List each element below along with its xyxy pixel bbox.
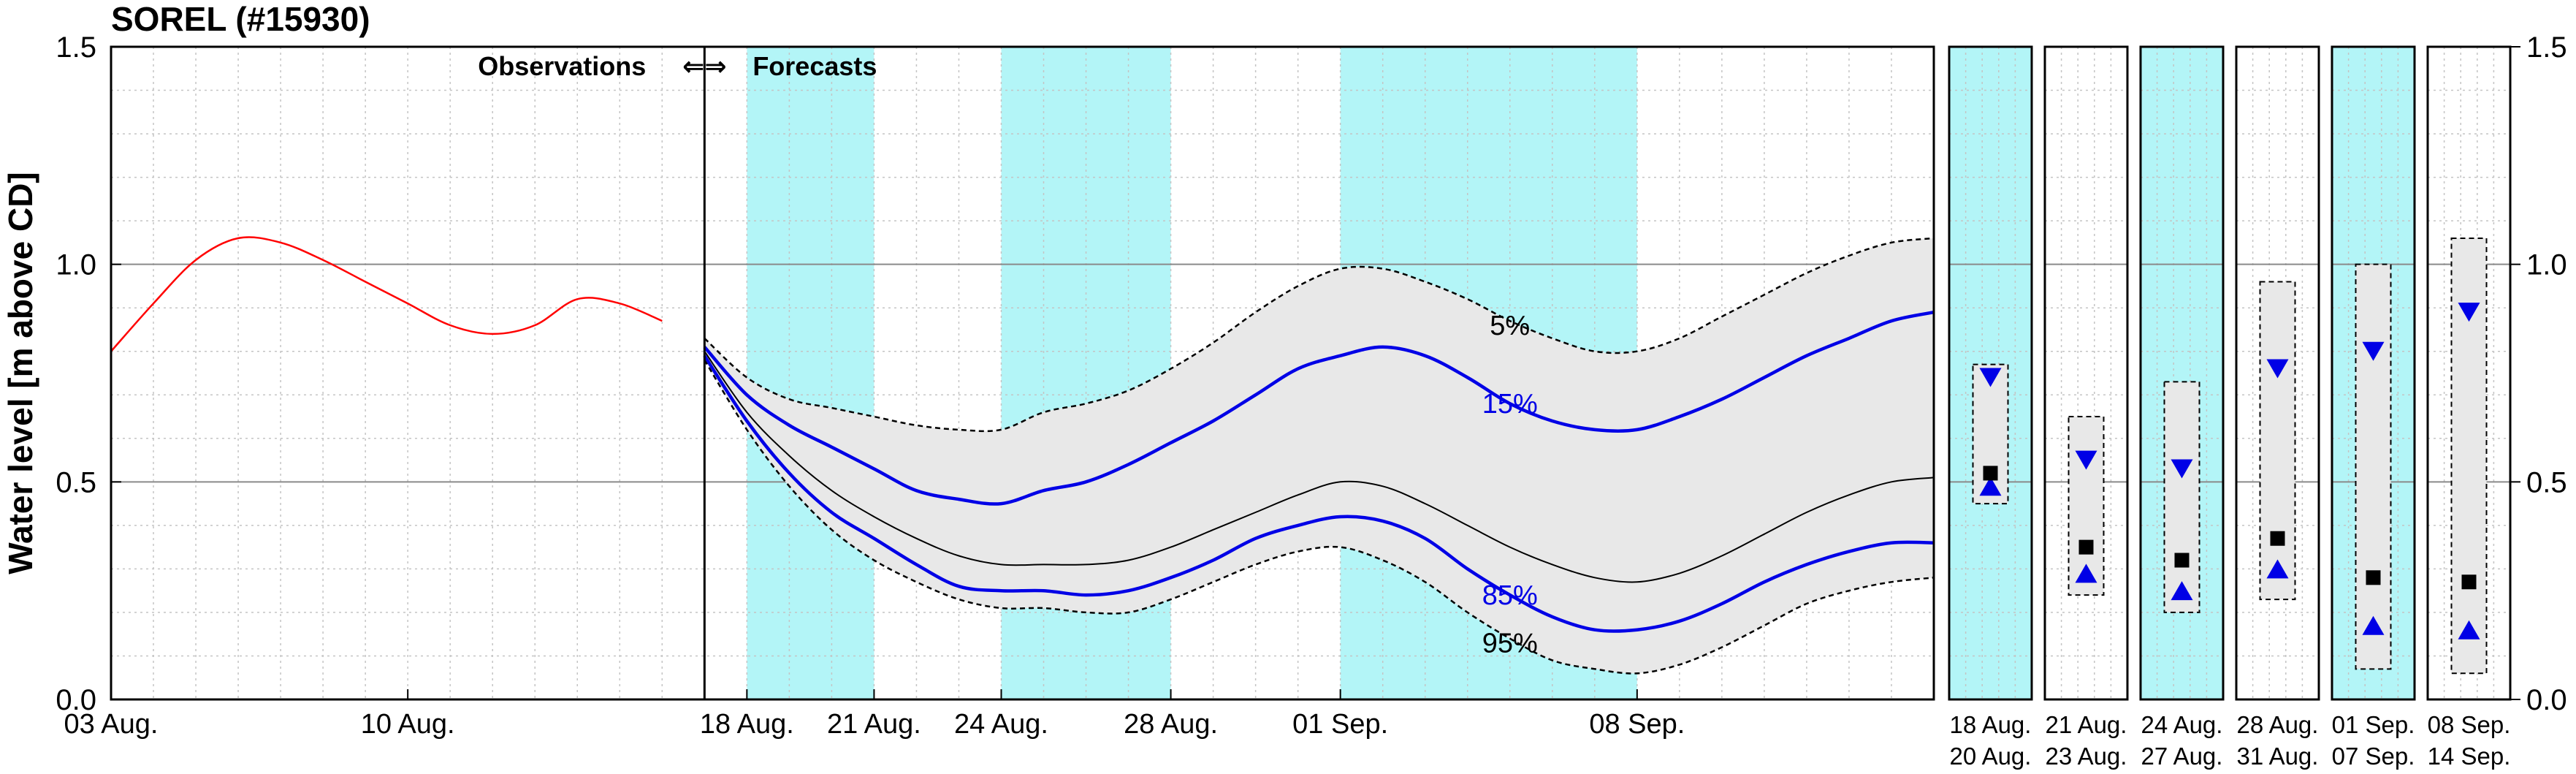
observations-label: Observations (478, 51, 646, 81)
panel-label-bottom: 20 Aug. (1950, 743, 2032, 770)
panel-border (2139, 45, 2225, 701)
summary-panel: 18 Aug. 20 Aug. (1948, 45, 2033, 770)
summary-panels: 18 Aug. 20 Aug. 21 Aug. 23 Aug. 24 Aug. 27 Au… (1948, 45, 2512, 770)
panel-label-top: 28 Aug. (2237, 711, 2319, 738)
series-line-5pct (704, 237, 1935, 433)
band-area (704, 238, 1934, 674)
curve-labels: 5% 15% 85% 95% (1482, 311, 1538, 659)
curve-label: 95% (1482, 629, 1538, 659)
plot-border (110, 45, 1935, 701)
plot-frame: Observations ⇐⇒ Forecasts (110, 45, 1935, 701)
panel-label-bottom: 31 Aug. (2237, 743, 2319, 770)
uncertainty-band (704, 238, 1934, 674)
panel-median-square (1983, 466, 1998, 481)
x-tick-label: 28 Aug. (1124, 709, 1218, 740)
x-tick-label: 08 Sep. (1589, 709, 1685, 740)
panel-up-triangle (2458, 620, 2480, 640)
panel-label-bottom: 07 Sep. (2332, 743, 2415, 770)
panel-label-top: 24 Aug. (2141, 711, 2223, 738)
panel-down-triangle (2075, 450, 2097, 470)
panel-up-triangle (2362, 615, 2385, 635)
panel-median-square (2366, 570, 2381, 585)
y-tick-label: 1.5 (56, 31, 96, 64)
series-line-85pct (703, 354, 1935, 633)
panel-range-box (2355, 263, 2392, 670)
right-y-tick-label: 0.0 (2526, 684, 2567, 716)
summary-panel: 28 Aug. 31 Aug. (2235, 45, 2320, 770)
panel-down-triangle (2266, 359, 2289, 379)
summary-panel: 24 Aug. 27 Aug. (2139, 45, 2225, 770)
x-tick-label: 03 Aug. (64, 709, 159, 740)
panel-border (2331, 45, 2416, 701)
panel-down-triangle (2458, 303, 2480, 322)
x-tick-label: 18 Aug. (700, 709, 794, 740)
panel-label-top: 21 Aug. (2046, 711, 2127, 738)
forecasts-label: Forecasts (752, 51, 877, 81)
axes: 0.0 0.5 1.0 1.5 Water level [m above CD] 03 A… (1, 31, 2567, 740)
right-y-tick-label: 0.5 (2526, 466, 2567, 498)
panel-down-triangle (1979, 368, 2002, 387)
panel-up-triangle (2075, 564, 2097, 583)
series-line-observed (110, 236, 663, 352)
curve-label: 85% (1482, 580, 1538, 611)
panel-label-top: 08 Sep. (2428, 711, 2511, 738)
summary-panel: 21 Aug. 23 Aug. (2043, 45, 2129, 770)
y-tick-label: 1.0 (56, 249, 96, 281)
panel-up-triangle (2266, 559, 2289, 579)
panel-median-square (2174, 553, 2190, 568)
curve-label: 5% (1490, 311, 1530, 341)
panel-range-box (2163, 381, 2200, 613)
right-y-tick-label: 1.0 (2526, 249, 2567, 281)
summary-panel: 08 Sep. 14 Sep. (2426, 45, 2512, 770)
panel-median-square (2461, 574, 2477, 590)
panel-border (2043, 45, 2129, 701)
panel-border (2235, 45, 2320, 701)
panel-median-square (2270, 531, 2285, 546)
series-lines (110, 236, 1935, 675)
panel-median-square (2078, 539, 2094, 555)
panel-range-box (2259, 281, 2296, 601)
x-tick-label: 01 Sep. (1292, 709, 1388, 740)
panel-label-bottom: 27 Aug. (2141, 743, 2223, 770)
series-line-median (704, 351, 1935, 583)
summary-panel: 01 Sep. 07 Sep. (2331, 45, 2416, 770)
panel-label-top: 18 Aug. (1950, 711, 2032, 738)
y-axis-label: Water level [m above CD] (1, 172, 39, 574)
x-tick-label: 24 Aug. (954, 709, 1048, 740)
panel-up-triangle (1979, 477, 2002, 496)
y-tick-label: 0.5 (56, 466, 96, 498)
chart-title: SOREL (#15930) (111, 0, 370, 38)
panel-down-triangle (2362, 341, 2385, 361)
panel-background (2045, 47, 2127, 699)
series-line-15pct (703, 310, 1935, 506)
panel-label-bottom: 14 Sep. (2428, 743, 2511, 770)
panel-down-triangle (2171, 459, 2193, 479)
panel-label-bottom: 23 Aug. (2046, 743, 2127, 770)
divider-arrows: ⇐⇒ (682, 52, 726, 82)
panel-label-top: 01 Sep. (2332, 711, 2415, 738)
curve-label: 15% (1482, 389, 1538, 420)
panel-border (1948, 45, 2033, 701)
y-tick-label: 0.0 (56, 684, 96, 716)
x-tick-label: 10 Aug. (361, 709, 455, 740)
panel-border (2426, 45, 2512, 701)
panel-up-triangle (2171, 581, 2193, 601)
x-tick-label: 21 Aug. (827, 709, 921, 740)
series-line-95pct (704, 359, 1935, 675)
shaded-period (747, 47, 874, 699)
right-y-tick-label: 1.5 (2526, 31, 2567, 64)
